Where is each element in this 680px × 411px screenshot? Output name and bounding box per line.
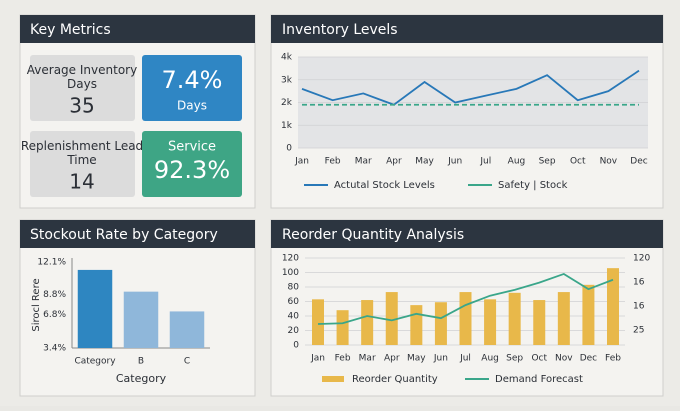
x-tick-label: Feb [335, 354, 351, 364]
x-tick-label: May [415, 157, 434, 167]
x-tick-label: C [184, 357, 190, 367]
x-tick-label: Sep [539, 157, 556, 167]
x-tick-label: Oct [570, 157, 586, 167]
y2-tick-label: 120 [633, 254, 650, 264]
x-tick-label: Jun [447, 157, 462, 167]
metric-card [142, 55, 242, 121]
bar [459, 292, 472, 345]
bar [607, 268, 619, 345]
line [301, 69, 640, 106]
metric-value: 7.4% [162, 66, 223, 94]
x-tick-label: Feb [605, 354, 621, 364]
bar [434, 302, 447, 345]
bar [533, 300, 546, 345]
panel-header [20, 220, 255, 248]
x-tick-label: Dec [580, 354, 597, 364]
metric-value: 35 [69, 94, 94, 118]
y-tick-label: 3.4% [43, 344, 66, 354]
x-tick-label: Jul [479, 157, 491, 167]
y-tick-label: 100 [282, 268, 299, 278]
y-tick-label: 120 [282, 254, 299, 264]
bar [336, 310, 349, 345]
legend-swatch [322, 376, 344, 382]
y2-tick-label: 25 [633, 326, 644, 336]
bar [410, 305, 423, 345]
x-tick-label: Mar [355, 157, 372, 167]
metric-value: 92.3% [154, 156, 230, 184]
bar [361, 300, 374, 345]
y-tick-label: 20 [288, 326, 300, 336]
metric-card [30, 131, 135, 197]
bar [385, 292, 398, 345]
y-tick-label: 60 [288, 297, 300, 307]
y-tick-label: 80 [288, 283, 300, 293]
panel-header [271, 15, 663, 43]
panel-title: Inventory Levels [282, 22, 398, 38]
x-tick-label: Aug [508, 157, 526, 167]
y-tick-label: 1k [281, 121, 293, 131]
x-tick-label: Sep [506, 354, 523, 364]
bar [77, 269, 113, 348]
x-tick-label: Dec [630, 157, 647, 167]
x-tick-label: Nov [600, 157, 618, 167]
y-tick-label: 40 [288, 312, 300, 322]
x-tick-label: May [407, 354, 426, 364]
y-tick-label: 8.8% [43, 290, 66, 300]
y-tick-label: 0 [286, 144, 292, 154]
panel-header [271, 220, 663, 248]
y-tick-label: 3k [281, 75, 293, 85]
y-tick-label: 0 [293, 341, 299, 351]
panel-title: Reorder Quantity Analysis [282, 227, 464, 243]
y-tick-label: 6.8% [43, 310, 66, 320]
x-tick-label: Oct [531, 354, 547, 364]
x-tick-label: Nov [555, 354, 573, 364]
bar [508, 292, 521, 345]
bar [557, 292, 570, 345]
y-axis-label: Sirocl Rere [31, 278, 42, 331]
x-tick-label: Jan [294, 157, 309, 167]
bar [123, 291, 159, 348]
x-tick-label: Category [74, 357, 116, 367]
legend-label: Demand Forecast [495, 374, 583, 385]
y-tick-label: 4k [281, 53, 293, 63]
legend-label: Safety | Stock [498, 180, 568, 191]
y-tick-label: 12.1% [37, 258, 66, 268]
x-tick-label: Jan [310, 354, 325, 364]
bar [169, 311, 205, 348]
metric-label: Average Inventory Days [27, 63, 137, 91]
metric-label: Replenishment Lead Time [21, 139, 143, 167]
x-tick-label: Aug [481, 354, 499, 364]
y-tick-label: 2k [281, 98, 293, 108]
metric-label: Service [168, 140, 216, 155]
metric-card [142, 131, 242, 197]
y2-tick-label: 16 [633, 278, 645, 288]
x-tick-label: B [138, 357, 144, 367]
x-tick-label: Jul [459, 354, 471, 364]
metric-card [30, 55, 135, 121]
x-tick-label: Mar [359, 354, 376, 364]
x-tick-label: Apr [384, 354, 400, 364]
x-tick-label: Jun [433, 354, 448, 364]
panel-header [20, 15, 255, 43]
metric-label: Days [177, 99, 207, 113]
panel-title: Stockout Rate by Category [30, 227, 218, 243]
legend-label: Reorder Quantity [352, 374, 438, 385]
panel-title: Key Metrics [30, 22, 111, 38]
bar [312, 299, 324, 345]
y2-tick-label: 16 [633, 302, 645, 312]
x-tick-label: Apr [386, 157, 402, 167]
bar [582, 284, 595, 345]
metric-value: 14 [69, 170, 94, 194]
legend-label: Actutal Stock Levels [334, 180, 435, 191]
x-axis-label: Category [116, 372, 167, 385]
bar [484, 299, 497, 345]
line [317, 272, 614, 325]
x-tick-label: Feb [325, 157, 341, 167]
